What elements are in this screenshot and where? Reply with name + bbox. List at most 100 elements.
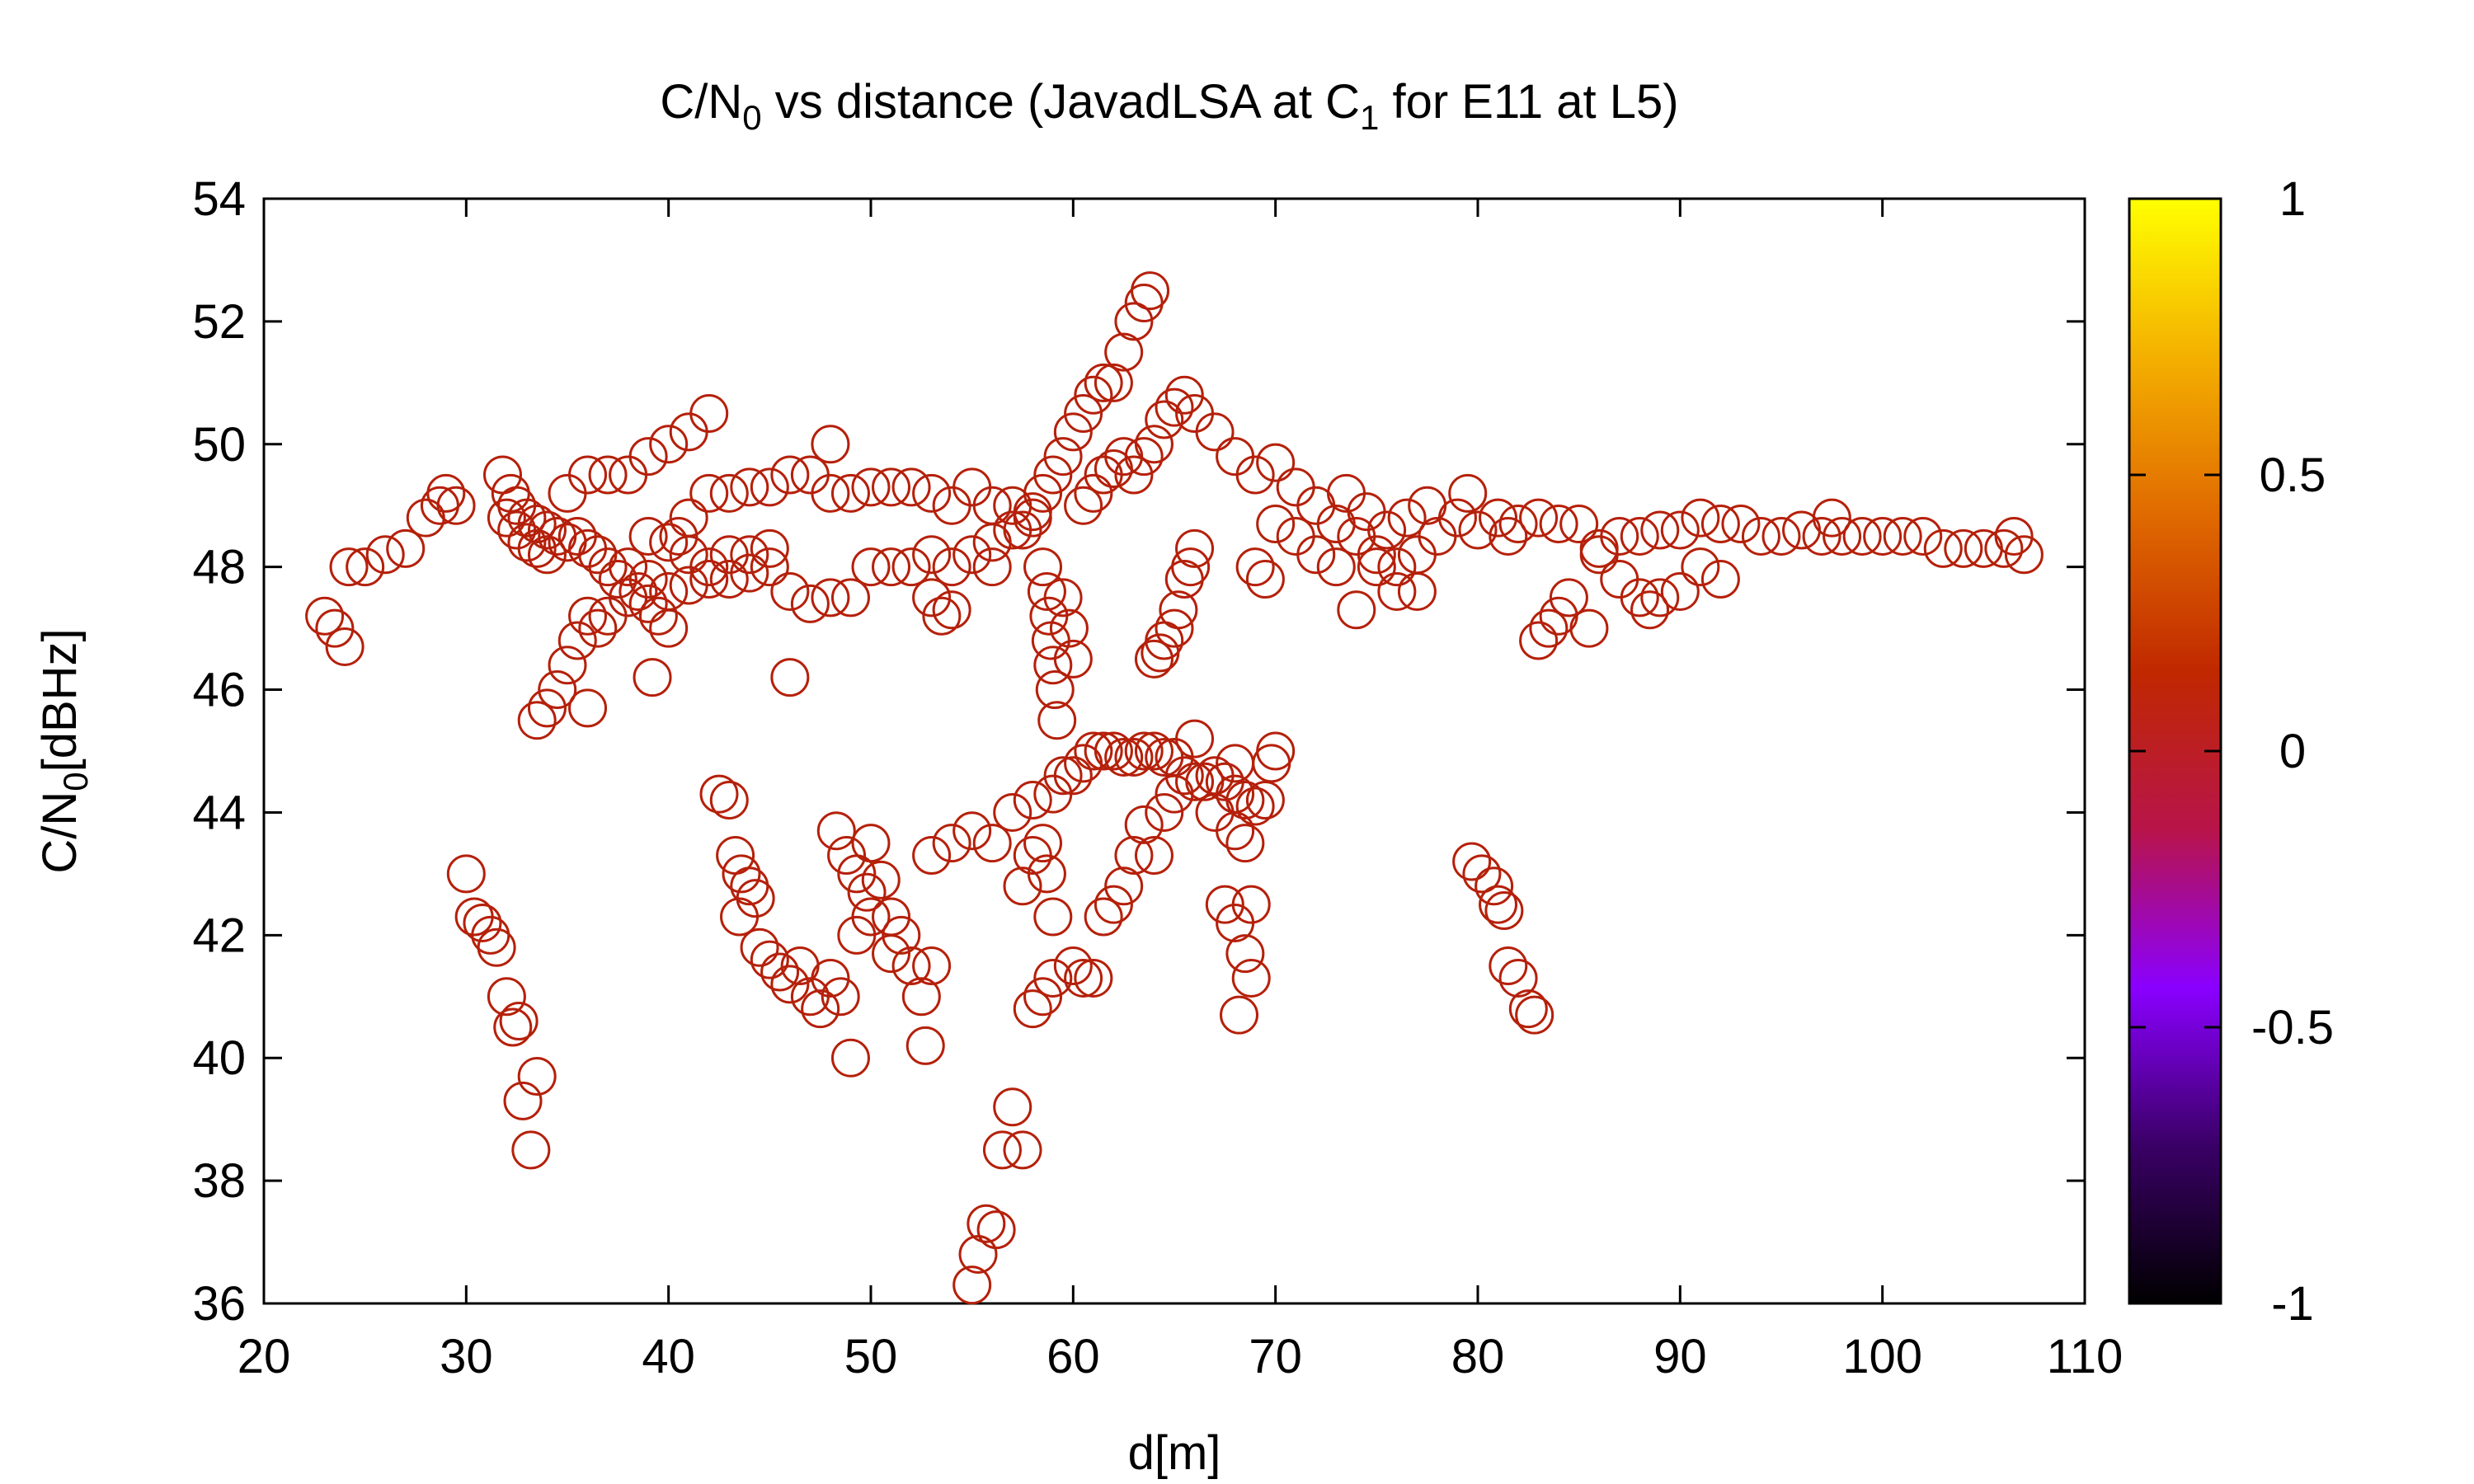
data-point [790,584,830,623]
data-point [709,781,749,820]
y-tick-label: 38 [192,1154,246,1208]
data-point [1458,510,1498,550]
data-point [1276,467,1315,507]
data-point [952,467,992,507]
data-point [1023,977,1063,1017]
data-point [1164,756,1204,796]
data-point [1124,437,1164,477]
data-point [511,1130,551,1170]
x-tick-label: 100 [1842,1330,1922,1383]
data-point [446,854,486,894]
data-point [1515,995,1554,1035]
data-point [821,977,860,1017]
data-point [1761,516,1801,556]
data-point [548,646,587,685]
data-point [1660,571,1700,611]
data-point [1155,387,1194,427]
data-point [1225,824,1265,863]
data-point [972,486,1012,525]
data-point [1559,505,1599,544]
data-point [770,455,810,495]
data-point [568,596,608,636]
data-point [346,547,385,587]
data-point [1600,516,1639,556]
data-point [1104,866,1144,906]
y-tick-label: 46 [192,664,246,717]
data-point [816,811,856,851]
data-point [1823,516,1862,556]
data-point [872,467,911,507]
data-point [1484,891,1524,931]
data-point [1084,897,1123,937]
data-point [1033,958,1073,998]
data-point [932,547,971,587]
x-axis: 20 30 40 50 60 70 80 90 100 110 [238,199,2123,1383]
data-point [1347,492,1386,532]
data-point [527,510,567,550]
data-point [872,934,911,974]
data-point [993,792,1032,832]
data-point [1700,505,1740,544]
data-point [1475,866,1514,906]
data-point [1074,375,1113,415]
data-point [1134,836,1174,876]
x-tick-label: 30 [440,1330,493,1383]
y-axis: 36 38 40 42 44 46 48 50 52 54 [192,172,2085,1331]
data-point [1397,535,1437,575]
data-point [1539,505,1578,544]
data-point [557,621,597,660]
data-point [922,596,962,636]
data-point [1043,578,1083,618]
data-point [1049,608,1089,648]
x-tick-label: 60 [1047,1330,1100,1383]
x-tick-label: 50 [844,1330,898,1383]
data-point [1741,516,1780,556]
data-point [1043,756,1083,796]
data-point [1235,547,1275,587]
data-point [1175,528,1215,568]
data-point [1357,535,1396,575]
data-point [1155,608,1194,648]
data-point [305,596,345,636]
data-point [649,608,689,648]
data-point [1721,505,1761,544]
data-point [1216,744,1255,783]
data-point [932,486,971,525]
data-point [1027,571,1066,611]
data-point [830,578,870,618]
data-point [1479,885,1518,924]
data-point [811,958,850,998]
data-point [426,473,466,513]
data-point [1231,885,1271,924]
data-point [1043,437,1083,477]
x-tick-label: 80 [1451,1330,1505,1383]
data-point [1620,516,1659,556]
data-point [568,688,608,728]
data-point [851,897,891,937]
data-point [770,571,810,611]
data-series [305,271,2044,1305]
data-point [1145,400,1184,439]
data-point [1013,836,1052,876]
data-point [1053,639,1093,679]
data-point [1235,455,1275,495]
data-point [517,528,557,568]
data-point [1023,547,1063,587]
data-point [1195,412,1235,452]
data-point [993,510,1032,550]
data-point [750,547,789,587]
y-tick-label: 50 [192,418,246,472]
data-point [1377,547,1417,587]
data-point [649,571,689,611]
data-point [1084,731,1123,771]
data-point [851,547,891,587]
data-point [1035,670,1075,710]
data-point [1094,731,1133,771]
data-point [1013,492,1052,532]
data-point [1700,560,1740,599]
chart-title: C/N0 vs distance (JavadLSA at C1 for E11… [660,75,1678,137]
data-point [912,836,952,876]
data-point [1245,781,1285,820]
data-point [1033,455,1073,495]
